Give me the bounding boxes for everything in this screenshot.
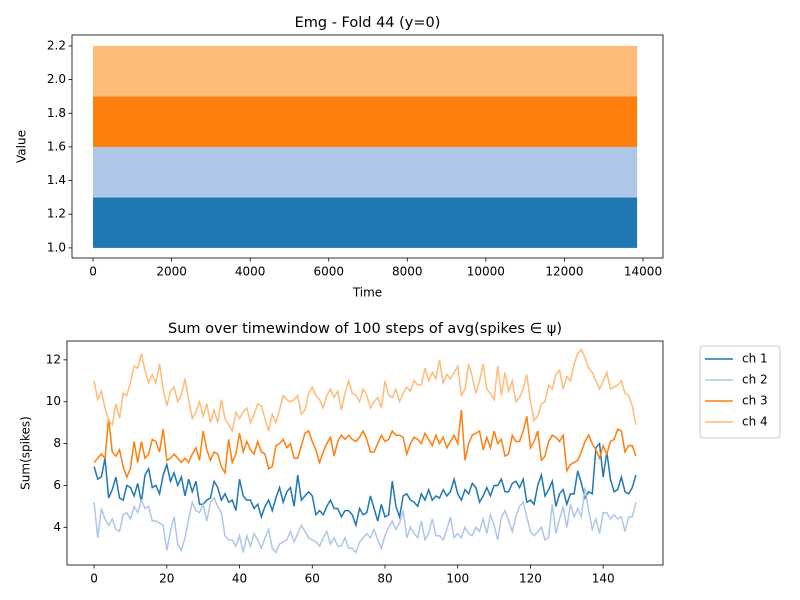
y-axis-label: Sum(spikes) — [19, 416, 33, 490]
legend-label: ch 4 — [742, 415, 768, 429]
axes-frame — [66, 340, 664, 566]
x-tick-label: 8000 — [392, 265, 423, 279]
x-tick-label: 10000 — [467, 265, 505, 279]
x-tick-label: 140 — [592, 572, 615, 586]
x-tick-label: 4000 — [235, 265, 266, 279]
series-line — [93, 347, 637, 434]
x-tick-label: 6000 — [313, 265, 344, 279]
chart-title: Sum over timewindow of 100 steps of avg(… — [168, 321, 562, 337]
y-tick-label: 10 — [46, 394, 61, 408]
x-tick-label: 80 — [377, 572, 392, 586]
series-line — [93, 441, 637, 528]
scatter-band — [93, 146, 638, 198]
chart-panel: 0 2000 4000 6000 8000 10000 12000 14000 1.0 1.2 1.… — [15, 15, 664, 300]
y-axis-label: Value — [15, 130, 29, 163]
x-tick-label: 40 — [232, 572, 247, 586]
series-line — [93, 487, 637, 554]
scatter-band — [93, 45, 638, 97]
legend-label: ch 2 — [742, 373, 768, 387]
y-tick-label: 12 — [46, 352, 61, 366]
series-line — [93, 409, 637, 480]
x-axis-label: Time — [352, 286, 382, 300]
x-tick-label: 12000 — [545, 265, 583, 279]
axes-frame — [71, 34, 664, 259]
y-tick-label: 1.0 — [47, 240, 66, 254]
y-tick-label: 1.6 — [47, 139, 66, 153]
y-tick-label: 8 — [53, 436, 61, 450]
y-tick-label: 6 — [53, 478, 61, 492]
y-tick-label: 2.2 — [47, 38, 66, 52]
x-tick-label: 0 — [89, 265, 97, 279]
x-tick-label: 60 — [305, 572, 320, 586]
x-tick-label: 2000 — [156, 265, 187, 279]
legend-label: ch 3 — [742, 394, 768, 408]
chart-panel: 0 20 40 60 80 100 120 140 4 6 8 10 12 Sum over timewi… — [19, 321, 781, 586]
x-tick-label: 20 — [159, 572, 174, 586]
y-tick-label: 2.0 — [47, 72, 66, 86]
x-tick-label: 14000 — [624, 265, 662, 279]
legend-label: ch 1 — [742, 352, 768, 366]
scatter-band — [93, 197, 638, 248]
legend-box — [699, 345, 781, 439]
legend: ch 1 ch 2 ch 3 ch 4 — [699, 345, 781, 439]
y-tick-label: 1.8 — [47, 106, 66, 120]
x-tick-label: 120 — [519, 572, 542, 586]
y-tick-label: 4 — [53, 520, 61, 534]
y-tick-label: 1.2 — [47, 207, 66, 221]
chart-title: Emg - Fold 44 (y=0) — [295, 15, 441, 31]
scatter-band — [93, 96, 638, 147]
y-tick-label: 1.4 — [47, 173, 66, 187]
x-tick-label: 0 — [90, 572, 98, 586]
x-tick-label: 100 — [446, 572, 469, 586]
